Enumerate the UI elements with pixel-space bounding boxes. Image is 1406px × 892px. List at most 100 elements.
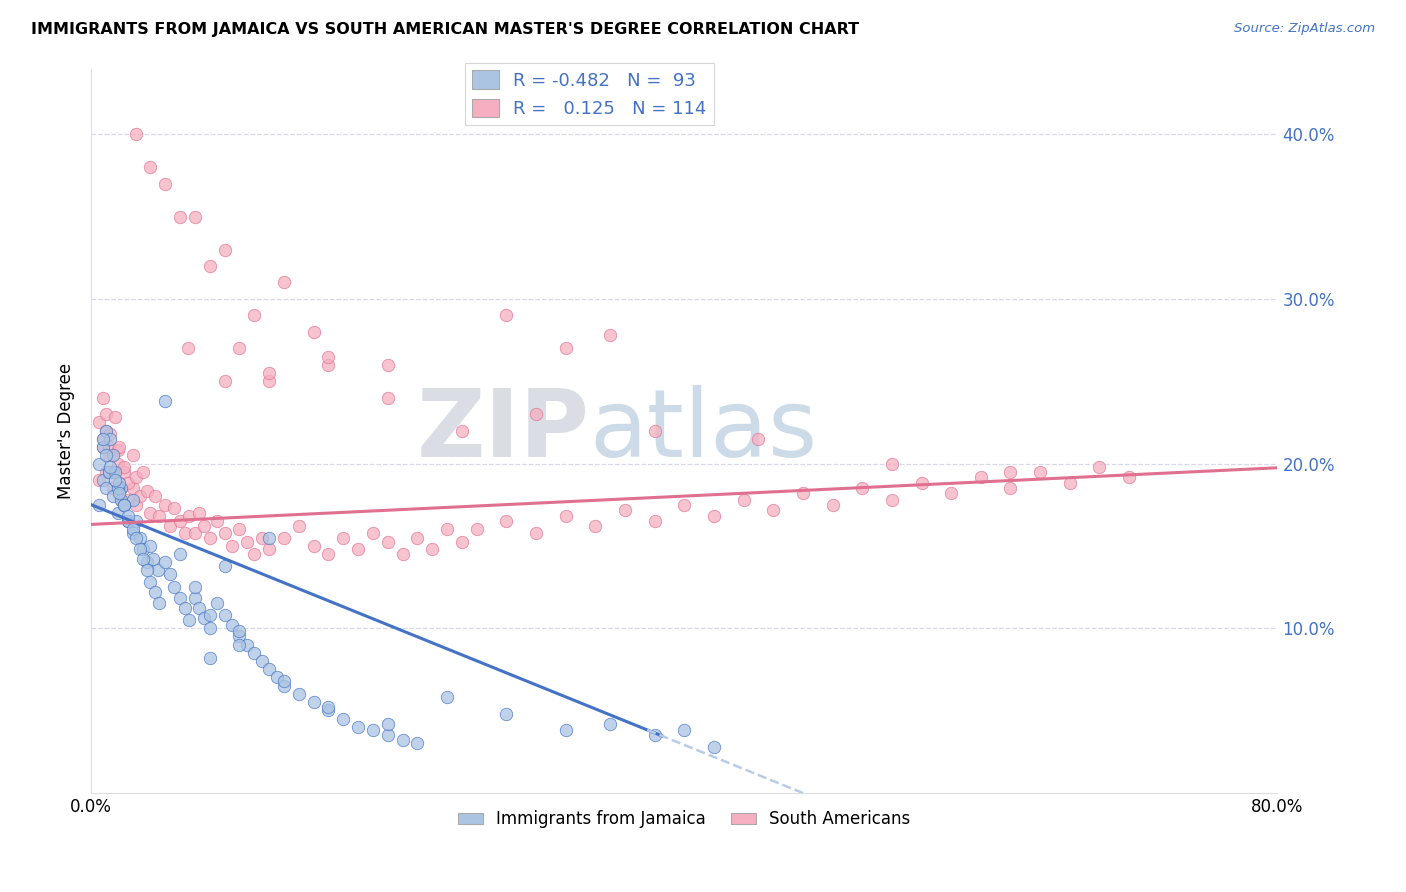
Point: [143, 585, 166, 599]
Point: [273, 531, 295, 545]
Point: [139, 539, 162, 553]
Point: [100, 432, 122, 446]
Point: [94, 481, 117, 495]
Point: [257, 374, 280, 388]
Point: [302, 539, 325, 553]
Point: [112, 498, 135, 512]
Point: [524, 525, 547, 540]
Point: [266, 670, 288, 684]
Point: [880, 457, 903, 471]
Point: [188, 506, 211, 520]
Point: [103, 481, 125, 495]
Point: [198, 607, 221, 622]
Point: [107, 457, 129, 471]
Point: [173, 601, 195, 615]
Point: [163, 580, 186, 594]
Point: [91, 432, 114, 446]
Point: [87, 498, 110, 512]
Point: [100, 459, 122, 474]
Point: [910, 476, 932, 491]
Point: [941, 486, 963, 500]
Text: ZIP: ZIP: [416, 384, 589, 476]
Point: [257, 542, 280, 557]
Point: [110, 481, 132, 495]
Point: [599, 716, 621, 731]
Point: [332, 531, 354, 545]
Point: [173, 525, 195, 540]
Point: [1029, 465, 1052, 479]
Point: [205, 514, 228, 528]
Point: [139, 574, 162, 589]
Point: [94, 448, 117, 462]
Point: [129, 531, 152, 545]
Point: [110, 492, 132, 507]
Point: [193, 519, 215, 533]
Point: [420, 542, 443, 557]
Point: [554, 341, 576, 355]
Point: [273, 673, 295, 688]
Point: [146, 564, 169, 578]
Point: [198, 259, 221, 273]
Point: [169, 547, 191, 561]
Point: [117, 514, 139, 528]
Point: [87, 473, 110, 487]
Point: [214, 243, 236, 257]
Point: [104, 473, 127, 487]
Point: [243, 309, 266, 323]
Point: [177, 613, 200, 627]
Point: [132, 465, 155, 479]
Point: [1000, 465, 1022, 479]
Point: [155, 555, 177, 569]
Point: [347, 542, 370, 557]
Point: [703, 509, 725, 524]
Point: [107, 443, 129, 458]
Text: Source: ZipAtlas.com: Source: ZipAtlas.com: [1234, 22, 1375, 36]
Text: IMMIGRANTS FROM JAMAICA VS SOUTH AMERICAN MASTER'S DEGREE CORRELATION CHART: IMMIGRANTS FROM JAMAICA VS SOUTH AMERICA…: [31, 22, 859, 37]
Point: [495, 706, 517, 721]
Point: [1088, 459, 1111, 474]
Point: [87, 457, 110, 471]
Point: [673, 723, 696, 738]
Legend: Immigrants from Jamaica, South Americans: Immigrants from Jamaica, South Americans: [451, 804, 917, 835]
Point: [214, 525, 236, 540]
Point: [117, 476, 139, 491]
Point: [112, 459, 135, 474]
Point: [103, 465, 125, 479]
Point: [176, 341, 198, 355]
Point: [136, 555, 159, 569]
Point: [108, 476, 131, 491]
Point: [792, 486, 814, 500]
Point: [243, 547, 266, 561]
Point: [155, 394, 177, 409]
Point: [97, 465, 120, 479]
Point: [110, 481, 132, 495]
Point: [87, 415, 110, 429]
Point: [495, 309, 517, 323]
Point: [318, 700, 340, 714]
Point: [228, 638, 250, 652]
Point: [91, 432, 114, 446]
Point: [214, 374, 236, 388]
Point: [103, 448, 125, 462]
Point: [318, 703, 340, 717]
Point: [644, 424, 666, 438]
Point: [733, 492, 755, 507]
Point: [332, 712, 354, 726]
Point: [228, 341, 250, 355]
Point: [851, 481, 873, 495]
Point: [205, 596, 228, 610]
Point: [406, 531, 429, 545]
Point: [250, 531, 273, 545]
Point: [104, 465, 127, 479]
Point: [436, 690, 458, 705]
Point: [159, 566, 181, 581]
Point: [148, 596, 170, 610]
Point: [377, 728, 399, 742]
Point: [112, 498, 135, 512]
Point: [273, 276, 295, 290]
Point: [406, 736, 429, 750]
Point: [391, 733, 413, 747]
Point: [117, 514, 139, 528]
Point: [644, 728, 666, 742]
Point: [91, 440, 114, 454]
